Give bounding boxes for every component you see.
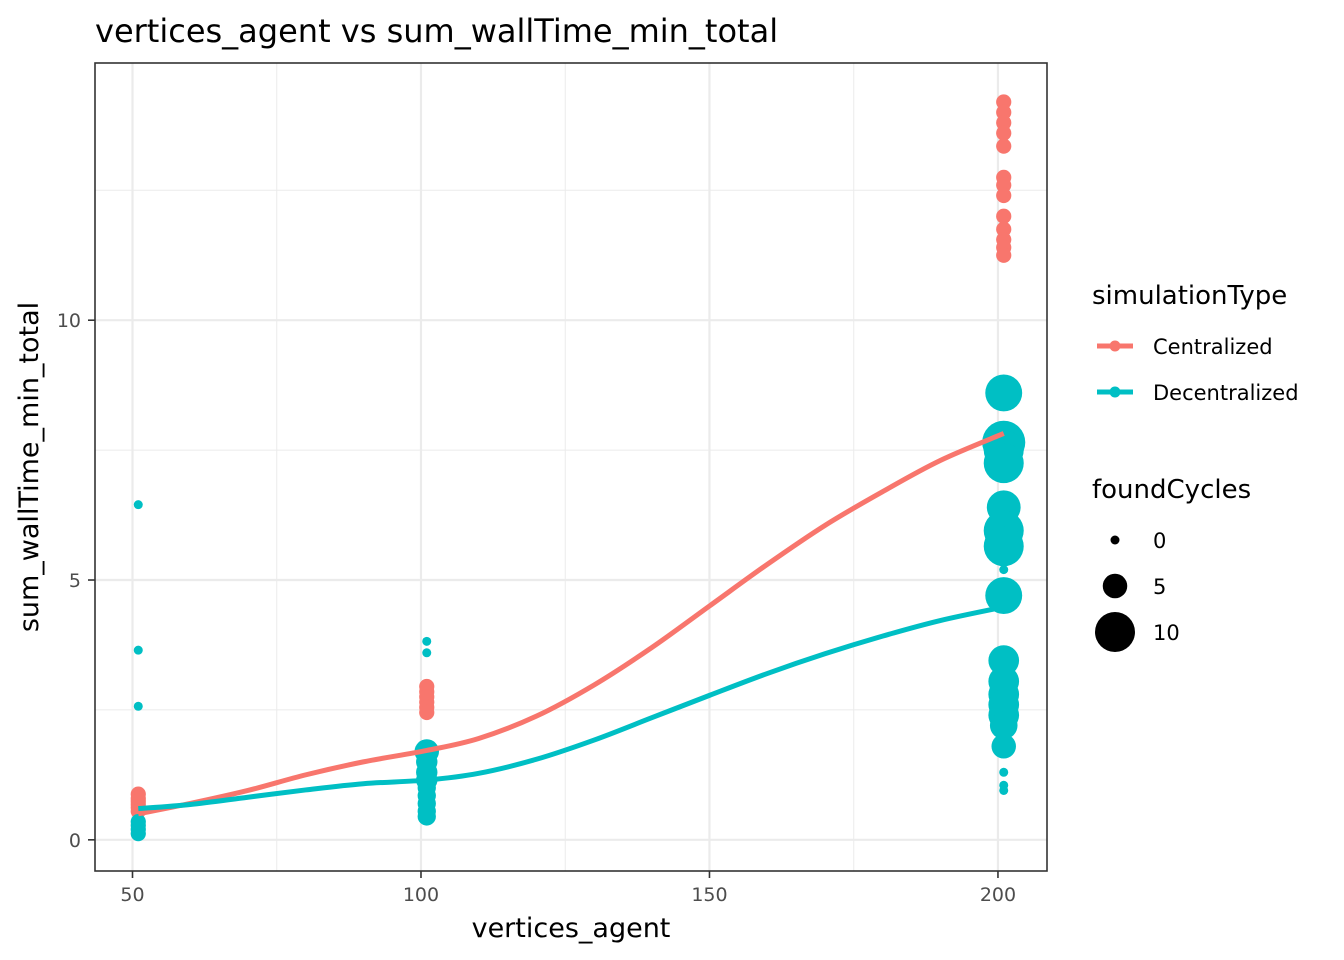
legend-size-key <box>1095 612 1135 652</box>
data-point <box>983 526 1024 567</box>
legend-size-label: 10 <box>1153 621 1180 645</box>
x-axis: 50 100 150 200 <box>120 871 1016 906</box>
x-tick-label: 100 <box>403 884 439 906</box>
size-legend-title: foundCycles <box>1092 475 1251 505</box>
panel-border <box>94 62 1048 872</box>
data-point <box>983 443 1024 484</box>
plot-panel <box>94 62 1048 872</box>
legend-label-centralized: Centralized <box>1153 335 1273 359</box>
panel-background <box>95 63 1047 871</box>
data-point <box>996 208 1012 224</box>
y-axis-title: sum_wallTime_min_total <box>14 302 45 632</box>
chart-title: vertices_agent vs sum_wallTime_min_total <box>95 12 778 50</box>
data-point <box>985 374 1023 412</box>
legend-size-key <box>1102 573 1128 599</box>
data-point <box>417 807 436 826</box>
data-point <box>989 711 1018 740</box>
legend-key-centralized <box>1097 340 1133 352</box>
color-legend: simulationType Centralized Decentralized <box>1092 281 1299 405</box>
data-point <box>999 565 1009 575</box>
color-legend-title: simulationType <box>1092 281 1287 311</box>
x-tick-label: 200 <box>980 884 1016 906</box>
data-point <box>422 636 432 646</box>
series-decentralized-smooth-line <box>138 604 1005 812</box>
legend-key-point <box>1109 386 1121 398</box>
data-point <box>996 115 1012 131</box>
data-point <box>996 94 1012 110</box>
data-point <box>996 221 1012 237</box>
legend-key-decentralized <box>1097 386 1133 398</box>
data-point <box>985 577 1023 615</box>
legend-size-label: 0 <box>1153 529 1166 553</box>
size-legend: foundCycles 0 5 10 <box>1092 475 1251 652</box>
y-tick-label: 10 <box>57 310 81 332</box>
data-point <box>991 734 1016 759</box>
y-axis: 0 5 10 <box>57 310 95 852</box>
x-axis-title: vertices_agent <box>472 913 671 944</box>
data-point <box>133 701 143 711</box>
data-point <box>996 138 1012 154</box>
data-point <box>996 177 1012 193</box>
data-point <box>996 104 1012 120</box>
legend-size-key <box>1110 535 1120 545</box>
data-point <box>996 125 1012 141</box>
data-point <box>133 500 143 510</box>
data-point <box>999 785 1009 795</box>
series-centralized-smooth-line <box>137 431 1005 817</box>
data-point <box>419 704 435 721</box>
y-tick-label: 0 <box>69 830 81 852</box>
x-tick-label: 150 <box>691 884 727 906</box>
data-point <box>999 767 1009 777</box>
legend-key-point <box>1109 340 1121 352</box>
data-point <box>133 645 143 655</box>
legend-label-decentralized: Decentralized <box>1153 381 1299 405</box>
y-tick-label: 5 <box>69 570 81 592</box>
data-point <box>996 187 1012 204</box>
legend-size-label: 5 <box>1153 575 1166 599</box>
data-point <box>130 825 146 842</box>
data-point <box>422 648 432 658</box>
x-tick-label: 50 <box>120 884 144 906</box>
data-point <box>996 247 1012 263</box>
